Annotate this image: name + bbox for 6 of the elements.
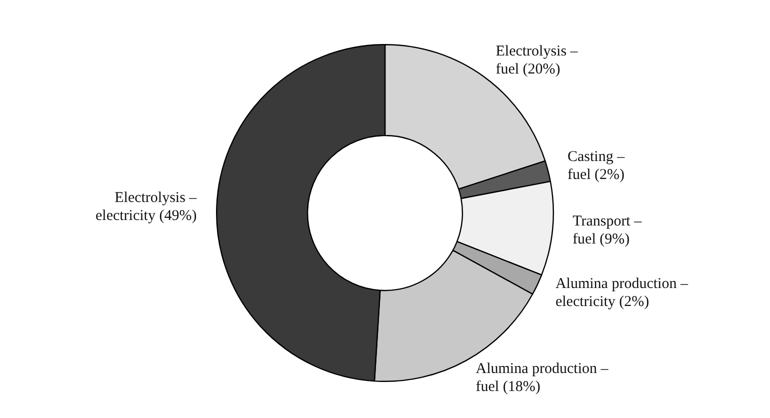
slice-label: Electrolysis – fuel (20%)	[496, 44, 578, 78]
slice-label: Alumina production – electricity (2%)	[555, 276, 688, 310]
slice-label: Casting – fuel (2%)	[567, 149, 626, 184]
slice-label: Electrolysis – electricity (49%)	[95, 190, 198, 224]
slice-label: Alumina production – fuel (18%)	[476, 361, 609, 396]
slice-label: Transport – fuel (9%)	[572, 214, 642, 248]
